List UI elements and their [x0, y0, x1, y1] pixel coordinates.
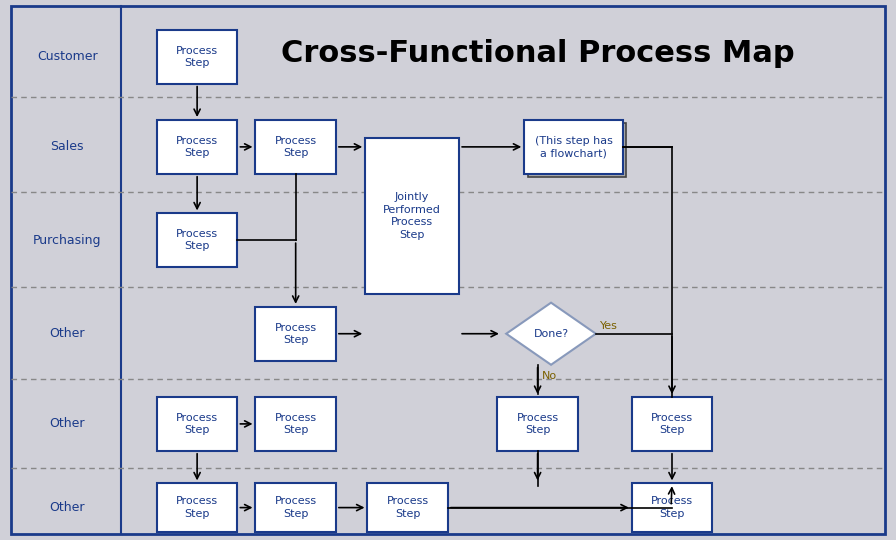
Bar — [367, 483, 448, 532]
Bar — [157, 120, 237, 174]
Text: Other: Other — [49, 501, 85, 514]
Bar — [255, 397, 336, 451]
Text: Process
Step: Process Step — [274, 413, 317, 435]
Text: Jointly
Performed
Process
Step: Jointly Performed Process Step — [383, 192, 441, 240]
Bar — [255, 483, 336, 532]
Text: Yes: Yes — [600, 321, 618, 330]
Text: Process
Step: Process Step — [176, 45, 219, 68]
Text: Other: Other — [49, 327, 85, 340]
Text: Done?: Done? — [533, 329, 569, 339]
Text: Process
Step: Process Step — [176, 496, 219, 519]
Text: Process
Step: Process Step — [176, 229, 219, 252]
Text: Process
Step: Process Step — [274, 496, 317, 519]
Text: Process
Step: Process Step — [386, 496, 429, 519]
Text: Process
Step: Process Step — [650, 496, 694, 519]
Text: No: No — [542, 370, 557, 381]
Bar — [524, 120, 623, 174]
Text: Process
Step: Process Step — [176, 413, 219, 435]
Bar — [157, 483, 237, 532]
Bar — [157, 30, 237, 84]
Text: Process
Step: Process Step — [176, 136, 219, 158]
Text: Process
Step: Process Step — [274, 322, 317, 345]
Bar — [255, 120, 336, 174]
Bar — [632, 397, 712, 451]
Text: Process
Step: Process Step — [650, 413, 694, 435]
Bar — [528, 123, 626, 177]
Text: Sales: Sales — [50, 140, 84, 153]
Bar — [632, 483, 712, 532]
Text: Cross-Functional Process Map: Cross-Functional Process Map — [280, 39, 795, 69]
Bar — [255, 307, 336, 361]
Bar — [157, 397, 237, 451]
Bar — [497, 397, 578, 451]
Text: Customer: Customer — [37, 50, 98, 63]
Bar — [366, 138, 460, 294]
Polygon shape — [506, 302, 596, 365]
Text: Process
Step: Process Step — [516, 413, 559, 435]
Text: (This step has
a flowchart): (This step has a flowchart) — [535, 136, 612, 158]
Text: Other: Other — [49, 417, 85, 430]
Text: Purchasing: Purchasing — [33, 234, 101, 247]
Bar — [157, 213, 237, 267]
Text: Process
Step: Process Step — [274, 136, 317, 158]
